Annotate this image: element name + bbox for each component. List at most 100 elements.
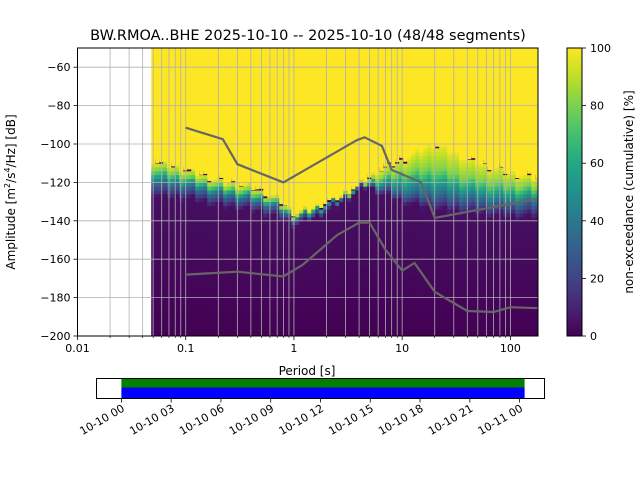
heatmap-cell bbox=[327, 286, 332, 291]
heatmap-cell bbox=[255, 228, 260, 233]
heatmap-cell bbox=[459, 216, 464, 222]
heatmap-cell bbox=[323, 274, 328, 279]
heatmap-cell bbox=[399, 209, 404, 214]
heatmap-cell bbox=[463, 255, 468, 260]
heatmap-cell bbox=[307, 266, 312, 272]
heatmap-cell bbox=[403, 178, 408, 183]
heatmap-cell bbox=[371, 182, 376, 187]
heatmap-cell bbox=[351, 316, 356, 322]
heatmap-cell bbox=[327, 328, 332, 333]
heatmap-cell bbox=[455, 305, 460, 310]
heatmap-cell bbox=[211, 209, 216, 214]
heatmap-cell bbox=[523, 328, 528, 333]
heatmap-cell bbox=[335, 328, 340, 333]
heatmap-cell bbox=[251, 193, 256, 199]
heatmap-cell bbox=[467, 163, 472, 168]
heatmap-cell bbox=[459, 163, 464, 168]
heatmap-cell bbox=[287, 228, 292, 233]
heatmap-cell bbox=[487, 190, 492, 195]
colorbar-tick-label: 60 bbox=[590, 157, 604, 170]
heatmap-cell bbox=[523, 259, 528, 264]
heatmap-cell bbox=[511, 232, 516, 237]
heatmap-cell bbox=[355, 266, 360, 272]
heatmap-cell bbox=[523, 178, 528, 183]
heatmap-cell bbox=[423, 209, 428, 214]
heatmap-cell bbox=[499, 274, 504, 279]
heatmap-cell bbox=[171, 224, 176, 229]
heatmap-cell bbox=[499, 316, 504, 322]
heatmap-cell bbox=[191, 205, 196, 210]
heatmap-cell bbox=[247, 259, 252, 264]
heatmap-cell bbox=[499, 205, 504, 210]
heatmap-cell bbox=[199, 282, 204, 287]
heatmap-cell bbox=[463, 274, 468, 279]
heatmap-cell bbox=[479, 240, 484, 245]
heatmap-cell bbox=[439, 278, 444, 283]
heatmap-cell bbox=[223, 193, 228, 199]
heatmap-cell bbox=[439, 186, 444, 191]
timeline-tick-label: 10-10 00 bbox=[78, 402, 127, 438]
heatmap-cell bbox=[283, 232, 288, 237]
heatmap-cell bbox=[279, 266, 284, 272]
heatmap-cell bbox=[531, 186, 536, 191]
heatmap-cell bbox=[307, 228, 312, 233]
heatmap-cell bbox=[483, 270, 488, 275]
heatmap-cell bbox=[347, 193, 352, 199]
heatmap-cell bbox=[531, 266, 536, 272]
heatmap-cell bbox=[355, 216, 360, 222]
heatmap-cell bbox=[355, 270, 360, 275]
heatmap-cell bbox=[347, 320, 352, 325]
heatmap-cell bbox=[335, 240, 340, 245]
heatmap-cell bbox=[419, 159, 424, 164]
heatmap-cell bbox=[223, 282, 228, 287]
heatmap-cell bbox=[443, 178, 448, 183]
heatmap-cell bbox=[223, 182, 228, 187]
heatmap-cell bbox=[391, 216, 396, 222]
heatmap-cell bbox=[319, 282, 324, 287]
heatmap-cell bbox=[439, 167, 444, 172]
heatmap-cell bbox=[199, 209, 204, 214]
heatmap-cell bbox=[267, 228, 272, 233]
heatmap-cell bbox=[507, 240, 512, 245]
heatmap-cell bbox=[463, 263, 468, 268]
heatmap-cell bbox=[207, 48, 212, 182]
heatmap-cell bbox=[247, 48, 252, 183]
heatmap-cell bbox=[211, 201, 216, 206]
heatmap-cell bbox=[387, 259, 392, 264]
heatmap-cell bbox=[227, 278, 232, 283]
heatmap-cell bbox=[167, 201, 172, 206]
heatmap-cell bbox=[163, 286, 168, 291]
heatmap-cell bbox=[355, 312, 360, 318]
heatmap-cell bbox=[371, 213, 376, 218]
heatmap-cell bbox=[351, 270, 356, 275]
heatmap-cell bbox=[191, 309, 196, 314]
heatmap-cell bbox=[231, 236, 236, 241]
heatmap-cell bbox=[355, 197, 360, 202]
heatmap-cell bbox=[515, 197, 520, 202]
heatmap-cell bbox=[435, 293, 440, 298]
heatmap-cell bbox=[523, 205, 528, 210]
heatmap-cell bbox=[223, 232, 228, 237]
heatmap-cell bbox=[203, 240, 208, 245]
heatmap-cell bbox=[499, 182, 504, 187]
heatmap-cell bbox=[167, 266, 172, 272]
heatmap-cell bbox=[479, 293, 484, 298]
heatmap-cell bbox=[291, 324, 296, 329]
heatmap-cell bbox=[263, 48, 268, 197]
heatmap-cell bbox=[295, 282, 300, 287]
heatmap-cell bbox=[163, 263, 168, 268]
heatmap-cell bbox=[519, 197, 524, 202]
heatmap-cell bbox=[455, 251, 460, 256]
heatmap-cell bbox=[323, 216, 328, 222]
heatmap-cell bbox=[419, 247, 424, 252]
heatmap-cell bbox=[483, 240, 488, 245]
heatmap-cell bbox=[403, 286, 408, 291]
heatmap-cell bbox=[511, 182, 516, 187]
heatmap-cell bbox=[263, 232, 268, 237]
heatmap-cell bbox=[307, 213, 312, 218]
heatmap-cell bbox=[347, 259, 352, 264]
heatmap-cell bbox=[339, 286, 344, 291]
heatmap-cell bbox=[263, 286, 268, 291]
heatmap-cell bbox=[455, 159, 460, 164]
heatmap-cell bbox=[263, 259, 268, 264]
